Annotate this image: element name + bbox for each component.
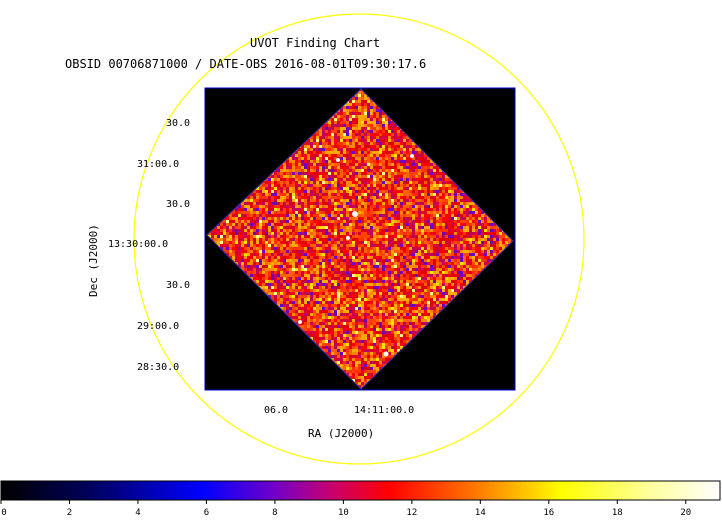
field-of-view-circle xyxy=(133,13,585,465)
colorbar-tick-label: 20 xyxy=(680,508,692,518)
y-tick-label: 30.0 xyxy=(166,280,191,291)
colorbar-tick-label: 2 xyxy=(66,508,73,518)
y-tick-label: 30.0 xyxy=(166,118,191,129)
y-tick-label: 28:30.0 xyxy=(137,362,180,373)
colorbar-tick-label: 8 xyxy=(272,508,278,518)
colorbar-tick-label: 0 xyxy=(1,508,7,518)
x-tick-label: 14:11:00.0 xyxy=(354,405,415,416)
chart-subtitle: OBSID 00706871000 / DATE-OBS 2016-08-01T… xyxy=(65,57,427,71)
colorbar-ticks xyxy=(0,500,687,504)
colorbar-tick-label: 18 xyxy=(611,508,623,518)
colorbar xyxy=(0,480,721,501)
colorbar-tick-label: 14 xyxy=(474,508,486,518)
x-tick-label: 06.0 xyxy=(264,405,289,416)
colorbar-tick-label: 12 xyxy=(406,508,418,518)
colorbar-tick-label: 10 xyxy=(337,508,349,518)
x-axis-label: RA (J2000) xyxy=(308,427,375,440)
y-tick-label: 31:00.0 xyxy=(137,159,180,170)
colorbar-tick-label: 4 xyxy=(135,508,141,518)
y-tick-label: 29:00.0 xyxy=(137,321,180,332)
exposure-outline xyxy=(206,88,514,390)
y-axis-label: Dec (J2000) xyxy=(87,224,100,297)
colorbar-tick-label: 16 xyxy=(543,508,555,518)
y-tick-label: 30.0 xyxy=(166,199,191,210)
y-tick-label: 13:30:00.0 xyxy=(108,239,169,250)
colorbar-tick-label: 6 xyxy=(203,508,210,518)
chart-title: UVOT Finding Chart xyxy=(250,36,381,50)
